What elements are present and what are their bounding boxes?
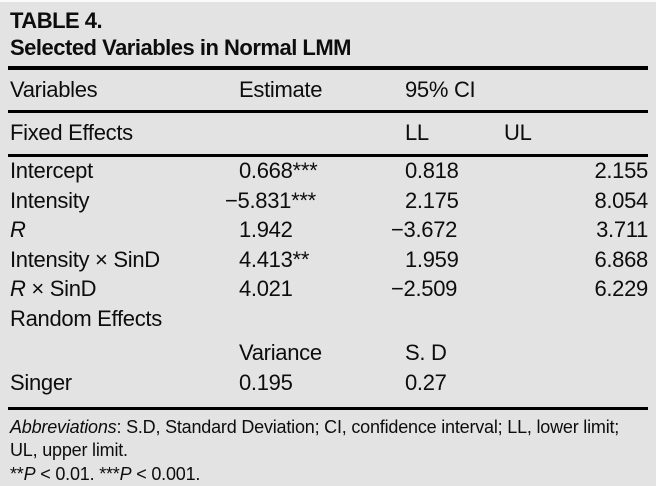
cell-ll: 2.175	[405, 187, 459, 213]
rule-under-header-1	[8, 110, 648, 113]
cell-ul: 6.868	[594, 246, 648, 272]
row-label: Intercept	[10, 158, 93, 184]
rule-top	[8, 66, 648, 70]
cell-estimate: 1.942	[239, 217, 293, 243]
cell-variance: 0.195	[239, 369, 293, 395]
col-header-variance: Variance	[239, 340, 322, 366]
col-header-ll: LL	[405, 120, 429, 145]
cell-ll: −3.672	[391, 217, 458, 243]
table-number: TABLE 4.	[10, 8, 103, 33]
rule-under-header-2	[8, 153, 648, 157]
cell-sd: 0.27	[405, 369, 447, 395]
header-row-2: Fixed Effects LL UL	[0, 113, 656, 154]
section-header-fixed-effects: Fixed Effects	[10, 120, 133, 145]
cell-estimate: 4.413**	[239, 246, 310, 272]
table-row: R × SinD 4.021 −2.509 6.229	[0, 275, 656, 305]
row-label: Singer	[10, 369, 72, 395]
row-label: Intensity × SinD	[10, 246, 160, 272]
cell-estimate: −5.831***	[225, 187, 316, 213]
scan-top-edge	[0, 0, 656, 2]
col-header-ci: 95% CI	[405, 77, 476, 102]
table-row-singer: Singer 0.195 0.27	[0, 368, 656, 398]
cell-ll: −2.509	[391, 276, 458, 302]
cell-estimate: 0.668***	[239, 158, 318, 184]
cell-estimate: 4.021	[239, 276, 293, 302]
table-row: Intercept 0.668*** 0.818 2.155	[0, 157, 656, 187]
significance-note: **P < 0.01. ***P < 0.001.	[10, 463, 201, 484]
cell-ul: 8.054	[594, 187, 648, 213]
table-row: R 1.942 −3.672 3.711	[0, 216, 656, 246]
table-title: TABLE 4. Selected Variables in Normal LM…	[0, 2, 656, 61]
cell-ll: 1.959	[405, 246, 459, 272]
cell-ll: 0.818	[405, 158, 459, 184]
cell-ul: 6.229	[594, 276, 648, 302]
col-header-estimate: Estimate	[239, 77, 323, 102]
table-row: Intensity × SinD 4.413** 1.959 6.868	[0, 245, 656, 275]
table-row: Intensity −5.831*** 2.175 8.054	[0, 186, 656, 216]
rule-bottom	[8, 406, 648, 410]
abbreviations-note: Abbreviations: S.D, Standard Deviation; …	[10, 416, 620, 461]
footnotes: Abbreviations: S.D, Standard Deviation; …	[0, 410, 656, 486]
table-caption: Selected Variables in Normal LMM	[10, 35, 352, 60]
col-header-sd: S. D	[405, 340, 447, 366]
section-header-random-effects: Random Effects	[10, 305, 162, 331]
row-label: R × SinD	[10, 276, 97, 302]
random-subheader-row: Variance S. D	[0, 339, 656, 369]
cell-ul: 3.711	[596, 217, 648, 243]
section-row-random-effects: Random Effects	[0, 304, 656, 334]
row-label: Intensity	[10, 187, 90, 213]
header-row-1: Variables Estimate 95% CI	[0, 70, 656, 110]
col-header-variables: Variables	[10, 77, 98, 102]
row-label: R	[10, 217, 26, 243]
cell-ul: 2.155	[594, 158, 648, 184]
col-header-ul: UL	[504, 120, 532, 145]
